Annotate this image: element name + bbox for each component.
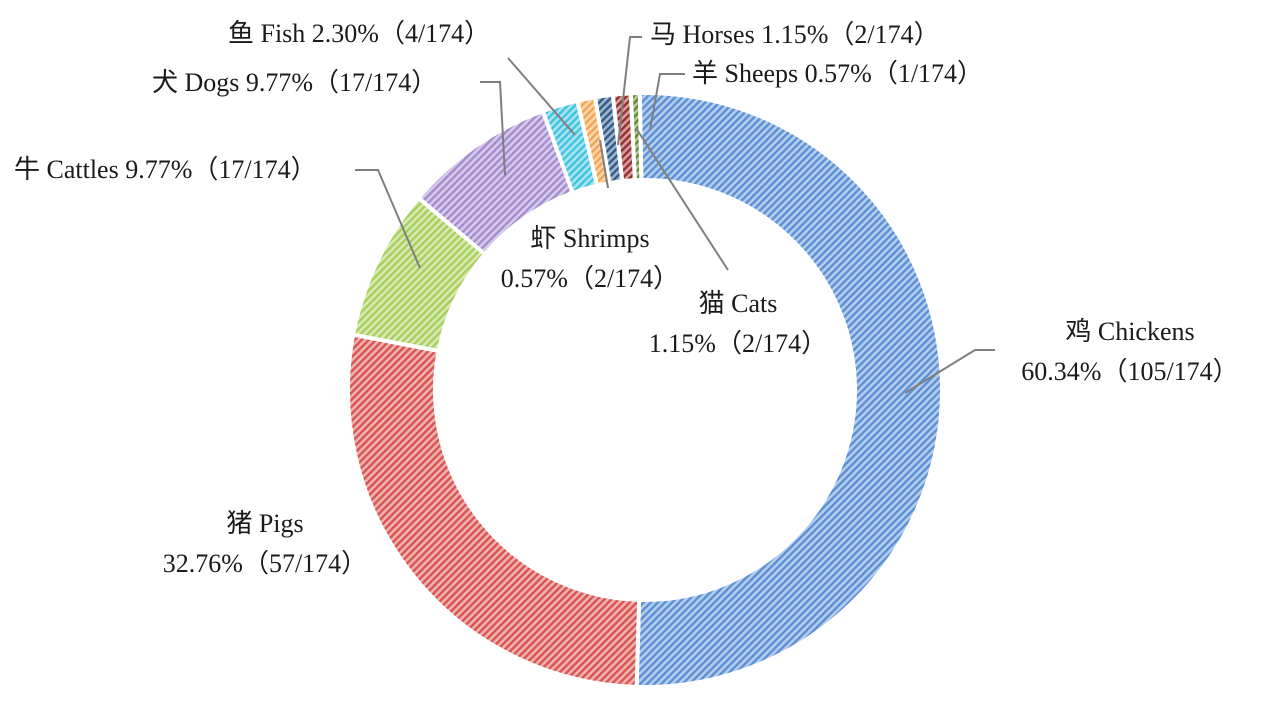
slice-pigs xyxy=(346,332,642,689)
slice-label-line: 鸡 Chickens xyxy=(1065,317,1194,346)
slice-label-line: 犬 Dogs 9.77%（17/174） xyxy=(152,68,437,97)
leader-line-sheeps xyxy=(649,73,685,131)
leader-line-fish xyxy=(507,57,576,136)
slice-label-cattles: 牛 Cattles 9.77%（17/174） xyxy=(14,155,317,184)
donut-slices xyxy=(346,91,944,689)
slice-label-line: 60.34%（105/174） xyxy=(1021,357,1238,386)
leader-lines xyxy=(355,36,995,394)
slice-label-line: 1.15%（2/174） xyxy=(649,329,827,358)
slice-chickens xyxy=(634,91,944,689)
slice-label-line: 猫 Cats xyxy=(699,289,778,318)
slice-label-line: 马 Horses 1.15%（2/174） xyxy=(650,20,940,49)
slice-label-line: 鱼 Fish 2.30%（4/174） xyxy=(228,19,490,48)
leader-line-chickens xyxy=(904,349,995,394)
slice-label-pigs: 猪 Pigs 32.76%（57/174） xyxy=(163,509,367,578)
slice-label-line: 猪 Pigs xyxy=(226,509,303,538)
slice-label-horses: 马 Horses 1.15%（2/174） xyxy=(650,20,940,49)
leader-line-cattles xyxy=(355,169,421,269)
slice-labels: 鸡 Chickens 60.34%（105/174） 猪 Pigs 32.76%（57… xyxy=(14,19,1239,578)
slice-sheeps xyxy=(628,91,644,183)
slice-label-line: 羊 Sheeps 0.57%（1/174） xyxy=(692,59,983,88)
slice-label-sheeps: 羊 Sheeps 0.57%（1/174） xyxy=(692,59,983,88)
slice-label-line: 32.76%（57/174） xyxy=(163,549,367,578)
slice-label-line: 牛 Cattles 9.77%（17/174） xyxy=(14,155,317,184)
slice-label-dogs: 犬 Dogs 9.77%（17/174） xyxy=(152,68,437,97)
slice-label-fish: 鱼 Fish 2.30%（4/174） xyxy=(228,19,490,48)
slice-label-line: 0.57%（2/174） xyxy=(501,264,679,293)
slice-label-shrimps: 虾 Shrimps 0.57%（2/174） xyxy=(501,224,679,293)
slice-label-cats: 猫 Cats 1.15%（2/174） xyxy=(649,289,827,358)
slice-label-line: 虾 Shrimps xyxy=(530,224,649,253)
leader-line-shrimps xyxy=(599,139,609,189)
leader-line-cats xyxy=(635,127,729,271)
slice-label-chickens: 鸡 Chickens 60.34%（105/174） xyxy=(1021,317,1238,386)
leader-line-horses xyxy=(617,36,642,146)
leader-line-dogs xyxy=(480,81,506,176)
